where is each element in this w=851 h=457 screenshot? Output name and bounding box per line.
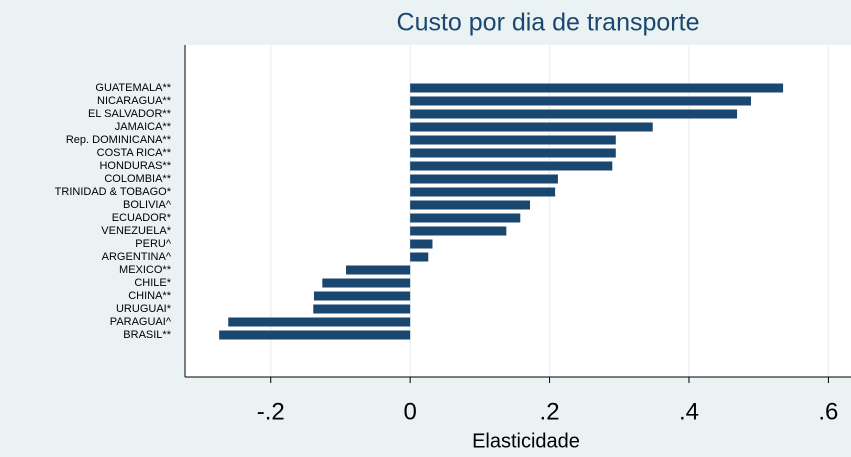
bar <box>410 187 556 197</box>
y-tick-label: NICARAGUA** <box>97 95 172 107</box>
bar <box>313 304 411 314</box>
x-tick-label: .4 <box>679 398 699 425</box>
bar <box>410 109 738 119</box>
y-tick-label: VENEZUELA* <box>101 225 171 237</box>
chart-title: Custo por dia de transporte <box>397 9 700 37</box>
y-tick-label: Rep. DOMINICANA** <box>66 134 172 146</box>
y-tick-label: ECUADOR* <box>112 212 172 224</box>
bar <box>410 252 429 262</box>
y-tick-label: BOLIVIA^ <box>123 199 172 211</box>
bar <box>219 330 411 340</box>
y-tick-label: PERU^ <box>135 238 172 250</box>
x-tick-label: 0 <box>403 398 416 425</box>
y-tick-label: JAMAICA** <box>115 121 172 133</box>
bar <box>410 96 752 106</box>
y-tick-label: COLOMBIA** <box>104 173 171 185</box>
bar <box>410 174 558 184</box>
bar <box>313 291 411 301</box>
bar <box>410 161 613 171</box>
bar <box>410 226 507 236</box>
y-tick-label: ARGENTINA^ <box>102 251 172 263</box>
y-tick-label: CHINA** <box>128 290 172 302</box>
x-tick-label: .6 <box>818 398 838 425</box>
y-tick-label: EL SALVADOR** <box>88 108 172 120</box>
y-tick-label: COSTA RICA** <box>97 147 172 159</box>
x-tick-label: .2 <box>540 398 560 425</box>
y-tick-label: MEXICO** <box>119 264 172 276</box>
bar <box>346 265 411 275</box>
x-axis-label: Elasticidade <box>472 430 580 452</box>
y-tick-label: URUGUAI* <box>116 303 172 315</box>
bar <box>322 278 411 288</box>
bar <box>410 83 784 93</box>
y-tick-label: TRINIDAD & TOBAGO* <box>55 186 172 198</box>
bar <box>410 148 616 158</box>
bar <box>410 135 616 145</box>
y-tick-label: CHILE* <box>134 277 171 289</box>
y-tick-label: BRASIL** <box>123 329 171 341</box>
bar <box>410 239 433 249</box>
x-tick-label: -.2 <box>257 398 285 425</box>
y-tick-label: GUATEMALA** <box>95 82 171 94</box>
plot-area <box>185 45 851 377</box>
bar <box>410 200 531 210</box>
bar <box>410 122 653 132</box>
y-tick-label: PARAGUAI^ <box>110 316 172 328</box>
bar <box>410 213 521 223</box>
bar <box>228 317 411 327</box>
y-tick-label: HONDURAS** <box>99 160 171 172</box>
